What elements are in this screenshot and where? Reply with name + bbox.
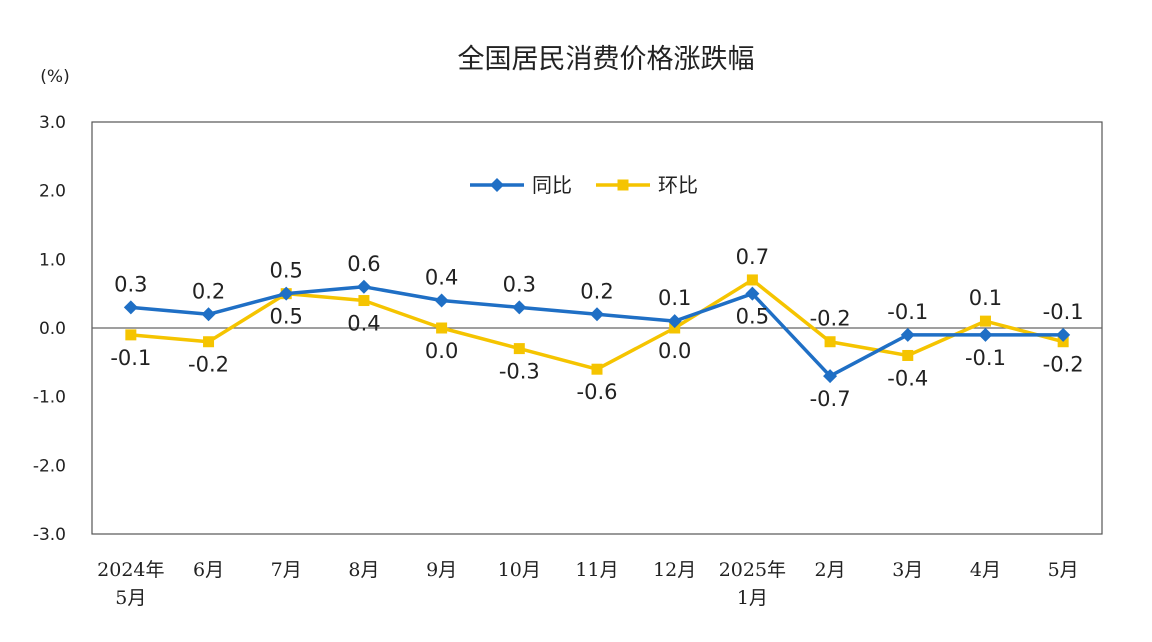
data-point: [203, 336, 215, 348]
data-point: [900, 327, 915, 342]
data-label: -0.6: [577, 380, 618, 404]
data-point: [824, 336, 836, 348]
y-tick-label: 3.0: [39, 113, 66, 133]
x-tick-label: 11月: [575, 559, 618, 581]
x-tick-label: 7月: [271, 559, 302, 581]
data-point: [279, 286, 294, 301]
data-label: -0.1: [1043, 300, 1084, 324]
legend-item-同比: 同比: [470, 173, 572, 197]
data-label: 0.5: [270, 305, 303, 329]
data-point: [513, 343, 525, 355]
data-label: 0.0: [425, 339, 458, 363]
data-label: 0.6: [347, 252, 380, 276]
data-point: [358, 295, 370, 307]
data-label: -0.1: [110, 346, 151, 370]
data-label: -0.1: [887, 300, 928, 324]
x-tick-label: 10月: [498, 559, 541, 581]
data-point: [745, 286, 760, 301]
data-point: [434, 293, 449, 308]
data-label: 0.1: [658, 286, 691, 310]
data-point: [201, 307, 216, 322]
legend-label: 同比: [532, 173, 572, 197]
data-label: 0.7: [736, 245, 769, 269]
x-tick-label: 12月: [653, 559, 696, 581]
data-point: [1056, 327, 1071, 342]
data-point: [902, 349, 914, 361]
data-label: -0.2: [188, 353, 229, 377]
data-point: [125, 329, 137, 341]
data-label: -0.2: [810, 307, 851, 331]
x-axis-ticks: 2024年 5月 6月 7月 8月 9月 10月 11月 12月 2025年 1月 2月 3月 4月 5月: [97, 559, 1079, 609]
x-tick-label: 2025年: [719, 559, 786, 581]
data-label: -0.1: [965, 346, 1006, 370]
y-tick-label: 0.0: [39, 319, 66, 339]
y-tick-label: -2.0: [33, 456, 66, 476]
y-tick-label: 2.0: [39, 182, 66, 202]
x-tick-label: 9月: [426, 559, 457, 581]
x-tick-label: 4月: [970, 559, 1001, 581]
data-label: -0.3: [499, 360, 540, 384]
data-label: 0.4: [347, 312, 380, 336]
y-tick-label: 1.0: [39, 250, 66, 270]
data-point: [123, 300, 138, 315]
data-label: 0.0: [658, 339, 691, 363]
y-axis-unit: (%): [40, 67, 69, 87]
x-tick-label: 2月: [815, 559, 846, 581]
legend-item-环比: 环比: [596, 173, 698, 197]
data-point: [823, 369, 838, 384]
data-label: 0.1: [969, 286, 1002, 310]
y-tick-label: -3.0: [33, 525, 66, 545]
data-label: 0.4: [425, 266, 458, 290]
data-point: [979, 315, 991, 327]
data-point: [591, 363, 603, 375]
x-tick-label: 2024年: [97, 559, 164, 581]
data-label: -0.2: [1043, 353, 1084, 377]
data-point: [590, 307, 604, 322]
data-label: 0.3: [114, 272, 147, 296]
data-point: [512, 300, 527, 315]
y-tick-label: -1.0: [33, 388, 66, 408]
chart-title: 全国居民消费价格涨跌幅: [458, 44, 755, 75]
legend-label: 环比: [658, 173, 698, 197]
legend: 同比 环比: [470, 173, 698, 197]
series-layer: [123, 274, 1071, 384]
x-tick-label: 6月: [193, 559, 224, 581]
data-label: 0.5: [736, 305, 769, 329]
x-tick-label: 3月: [892, 559, 923, 581]
x-tick-label: 5月: [1048, 559, 1079, 581]
data-label: 0.2: [580, 279, 613, 303]
data-labels: 0.3 -0.1 0.2 -0.2 0.5 0.5 0.6 0.4 0.4 0.0 0.3 -0.3 0…: [110, 245, 1083, 411]
x-tick-label: 5月: [115, 587, 146, 609]
data-point: [356, 279, 371, 294]
data-label: 0.2: [192, 279, 225, 303]
data-label: 0.5: [270, 259, 303, 283]
data-point: [978, 327, 993, 342]
data-label: -0.4: [887, 366, 928, 390]
y-axis-ticks: 3.0 2.0 1.0 0.0 -1.0 -2.0 -3.0: [33, 113, 1102, 545]
data-point: [436, 322, 448, 334]
data-point: [667, 314, 682, 329]
data-label: -0.7: [810, 387, 851, 411]
x-tick-label: 1月: [737, 587, 768, 609]
x-tick-label: 8月: [348, 559, 379, 581]
data-point: [746, 274, 758, 286]
data-label: 0.3: [503, 272, 536, 296]
